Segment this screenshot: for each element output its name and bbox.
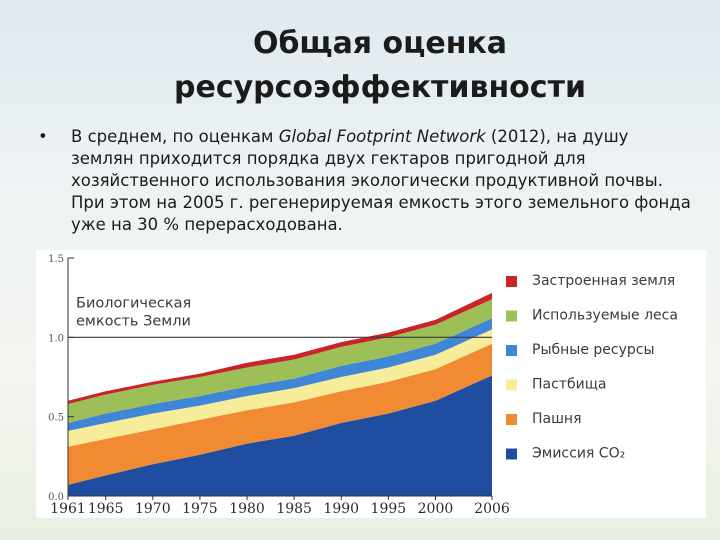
- x-tick-label-0: 1961: [50, 501, 86, 517]
- legend-label-5: Эмиссия CO₂: [532, 446, 625, 462]
- legend-swatch-3: [506, 379, 517, 391]
- area-series-4: [68, 299, 492, 423]
- title-line-2: ресурсоэффективности: [174, 70, 586, 105]
- area-series-0: [68, 375, 492, 496]
- biocapacity-label-line1: Биологическая: [76, 295, 191, 311]
- title-line-1: Общая оценка: [252, 26, 508, 61]
- slide-title: Общая оценка ресурсоэффективности: [0, 22, 720, 110]
- x-tick-label-5: 1985: [276, 501, 312, 517]
- x-tick-label-3: 1975: [182, 501, 218, 517]
- area-series-5: [68, 292, 492, 404]
- area-series-2: [68, 329, 492, 447]
- legend-label-3: Пастбища: [532, 377, 606, 393]
- legend-swatch-2: [506, 345, 517, 356]
- area-series-3: [68, 318, 492, 431]
- area-series-1: [68, 343, 492, 485]
- footprint-chart-panel: 0.0 0.5 1.0 1.5 1961 1965 1970 1975 1980 1985 1990…: [36, 250, 706, 518]
- legend-label-4: Пашня: [532, 411, 582, 427]
- legend-label-1: Используемые леса: [532, 308, 678, 324]
- y-tick-label-3: 1.5: [48, 254, 64, 265]
- legend-swatch-0: [506, 276, 517, 287]
- legend-swatch-1: [506, 310, 517, 322]
- x-tick-label-4: 1980: [229, 501, 265, 517]
- x-tick-label-8: 2000: [418, 501, 454, 517]
- legend-label-0: Застроенная земля: [532, 273, 675, 289]
- bullet-text-after: (2012), на душу землян приходится порядк…: [71, 127, 691, 234]
- y-tick-label-1: 0.5: [48, 413, 64, 424]
- biocapacity-label-line2: емкость Земли: [76, 313, 191, 329]
- x-tick-label-6: 1990: [323, 501, 359, 517]
- x-tick-label-2: 1970: [135, 501, 171, 517]
- legend-label-2: Рыбные ресурсы: [532, 342, 655, 358]
- x-tick-label-9: 2006: [474, 501, 510, 517]
- footprint-chart: 0.0 0.5 1.0 1.5 1961 1965 1970 1975 1980 1985 1990…: [48, 254, 678, 517]
- y-tick-label-0: 0.0: [48, 492, 64, 503]
- y-tick-label-2: 1.0: [48, 333, 64, 344]
- legend-swatch-5: [506, 448, 517, 460]
- bullet-marker: •: [38, 127, 48, 146]
- x-tick-label-1: 1965: [88, 501, 124, 517]
- x-tick-label-7: 1995: [371, 501, 407, 517]
- bullet-text-source: Global Footprint Network: [278, 127, 486, 146]
- legend-swatch-4: [506, 414, 517, 425]
- bullet-text-before: В среднем, по оценкам: [71, 127, 279, 146]
- bullet-text: В среднем, по оценкам Global Footprint N…: [71, 126, 691, 236]
